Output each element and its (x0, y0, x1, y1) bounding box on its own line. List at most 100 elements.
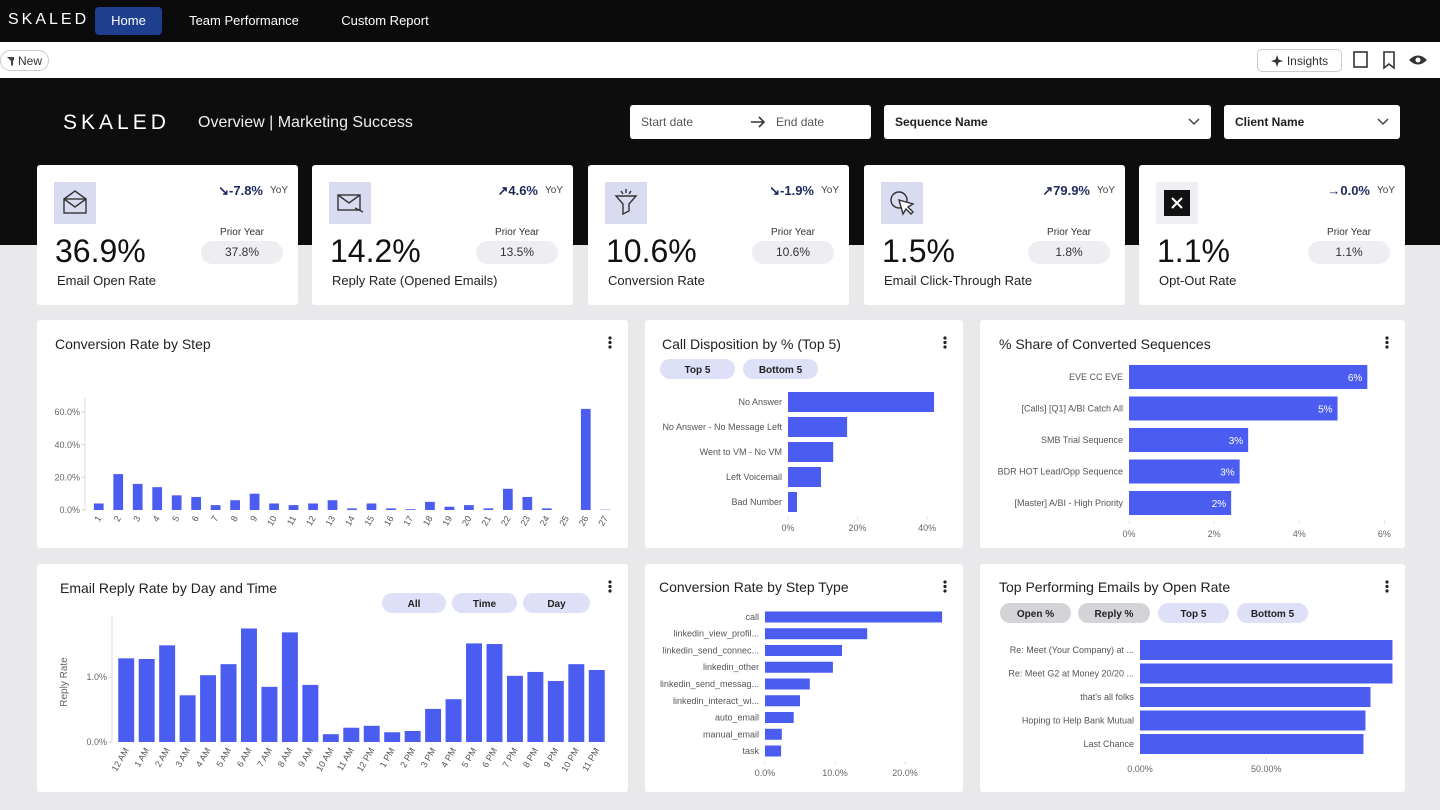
menu-dot (608, 336, 612, 340)
dropdown-label: Sequence Name (895, 115, 988, 129)
icon-shape (337, 194, 361, 211)
category-label: linkedin_send_connec... (662, 645, 759, 655)
header-title: Overview | Marketing Success (198, 114, 413, 131)
menu-dot (608, 345, 612, 349)
prior-label: Prior Year (220, 227, 264, 238)
x-tick-label: 50.00% (1251, 764, 1282, 774)
menu-dot (943, 580, 947, 584)
icon-shape (1171, 197, 1183, 209)
chart-card: Email Reply Rate by Day and Time All Time D… (37, 564, 628, 792)
bar (788, 417, 848, 437)
toggle-button[interactable] (660, 359, 735, 379)
bar (765, 745, 782, 757)
filter-icon (7, 56, 14, 66)
x-tick-label: 2 AM (153, 746, 172, 769)
bar (588, 670, 605, 742)
category-label: Bad Number (731, 497, 782, 507)
yoy-label: YoY (545, 185, 563, 196)
kpi-icon (881, 182, 923, 224)
x-tick-label: 4 PM (439, 746, 458, 769)
kpi-card: →0.0% YoY Prior Year 1.1% 1.1% Opt-Out Rate (1139, 165, 1405, 305)
icon-shape (897, 198, 915, 216)
bookmark-icon[interactable] (1383, 51, 1395, 70)
bar (1129, 428, 1249, 452)
prior-label: Prior Year (1327, 227, 1371, 238)
sequence-dropdown[interactable]: Sequence Name (884, 105, 1211, 139)
category-label: Left Voicemail (726, 472, 782, 482)
bar (541, 508, 552, 510)
nav-tab[interactable]: Custom Report (341, 13, 429, 28)
x-tick-label: 9 (248, 514, 259, 523)
bar (269, 503, 279, 510)
chart: Email Reply Rate by Day and Time All Time D… (59, 580, 612, 774)
kpi-change: ↘-7.8% (218, 183, 263, 199)
x-tick-label: 11 PM (580, 746, 601, 773)
x-tick-label: 7 (209, 514, 220, 523)
toggle-button[interactable] (1237, 603, 1308, 623)
x-tick-label: 22 (499, 514, 513, 528)
x-tick-label: 7 PM (501, 746, 520, 769)
change-value: 0.0% (1340, 183, 1370, 198)
category-label: Re: Meet G2 at Money 20/20 ... (1008, 669, 1134, 679)
bar (347, 508, 357, 510)
toggle-button[interactable] (452, 593, 517, 613)
x-tick-label: 10 PM (559, 746, 581, 774)
bar (506, 675, 523, 742)
arrow-icon (751, 116, 766, 128)
toggle-label: Day (547, 599, 566, 610)
menu-dot (1385, 589, 1389, 593)
bar (502, 488, 513, 510)
chart: Conversion Rate by Step 0.0% 20.0% 40.0% 60.… (54, 336, 612, 528)
toggle-button[interactable] (1078, 603, 1150, 623)
brand: SKALED (8, 11, 90, 28)
trend-arrow: ↗ (497, 183, 509, 198)
toggle-label: Top 5 (685, 365, 711, 376)
toggle-button[interactable] (743, 359, 818, 379)
header-brand: SKALED (63, 111, 170, 134)
kpi-value: 1.5% (882, 233, 955, 269)
bar (1140, 663, 1393, 684)
new-filter-button[interactable]: New (0, 50, 49, 71)
kpi-value: 14.2% (330, 233, 421, 269)
nav-tab[interactable]: Home (95, 7, 162, 35)
menu-dot (608, 580, 612, 584)
bar (765, 628, 868, 640)
x-tick-label: 0% (781, 523, 794, 533)
category-label: manual_email (703, 729, 759, 739)
toggle-button[interactable] (523, 593, 590, 613)
kpi-change: ↗4.6% (497, 183, 538, 199)
chart-card: Top Performing Emails by Open Rate Open %… (980, 564, 1405, 792)
prior-value: 10.6% (752, 241, 834, 264)
bar (322, 734, 339, 742)
menu-dot (608, 584, 612, 589)
start-date: Start date (641, 115, 694, 129)
icon-shape (54, 182, 96, 224)
category-label: linkedin_send_messag... (660, 679, 759, 689)
bar (152, 487, 163, 510)
nav-tab[interactable]: Team Performance (189, 13, 299, 28)
x-tick-label: 14 (343, 514, 357, 528)
x-tick-label: 2 (112, 514, 123, 523)
category-label: auto_email (715, 713, 759, 723)
add-bookmark-icon[interactable] (1353, 51, 1368, 68)
bar (281, 632, 298, 742)
value-label: 5% (1318, 405, 1333, 416)
prior-label: Prior Year (771, 227, 815, 238)
toggle-button[interactable] (1000, 603, 1071, 623)
client-dropdown[interactable]: Client Name (1224, 105, 1400, 139)
y-tick-label: 0.0% (59, 505, 80, 515)
toggle-button[interactable] (1158, 603, 1229, 623)
bar (1129, 459, 1240, 484)
bar (765, 712, 794, 724)
x-tick-label: 6 (190, 514, 201, 523)
insights-button[interactable]: Insights (1257, 49, 1342, 72)
y-tick-label: 0.0% (86, 737, 107, 747)
chart-card: % Share of Converted Sequences 0% 2% 4% 6% EV… (980, 320, 1405, 548)
bar (765, 678, 810, 690)
x-tick-label: 5 AM (214, 746, 233, 769)
chart-card: Conversion Rate by Step Type 0.0% 10.0% 20.… (645, 564, 963, 792)
toggle-button[interactable] (382, 593, 446, 613)
bar (765, 611, 943, 623)
menu-dot (943, 584, 947, 589)
date-range[interactable]: Start date End date (630, 105, 871, 139)
